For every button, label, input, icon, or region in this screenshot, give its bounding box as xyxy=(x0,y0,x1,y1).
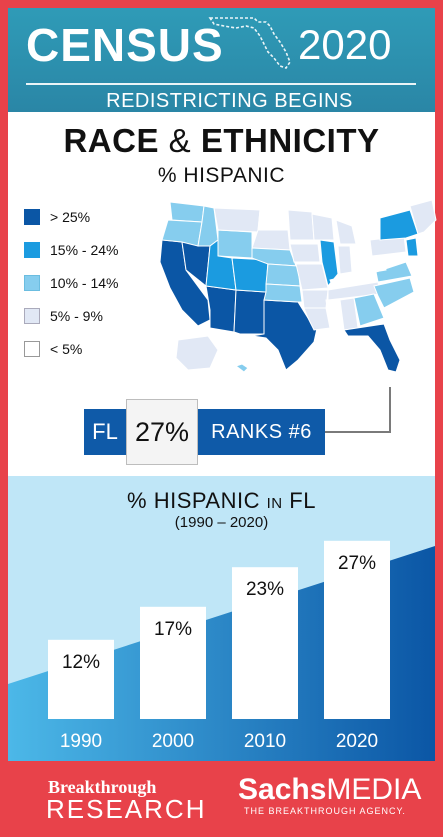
map-region-texas xyxy=(251,299,319,371)
header-subtitle: REDISTRICTING BEGINS xyxy=(106,90,353,112)
chart-title-main: % HISPANIC xyxy=(127,488,260,513)
x-tick-label: 2000 xyxy=(152,731,194,752)
hispanic-fl-chart: 12% 1990 17% 2000 23% 2010 27% 2020 % HISPANIC … xyxy=(8,476,435,761)
census-title: CENSUS xyxy=(26,19,224,71)
sachs-media-logo: SachsMEDIA xyxy=(238,773,421,807)
map-region-virginia xyxy=(375,261,413,283)
map-region-indiana xyxy=(337,245,353,275)
bar-2000 xyxy=(140,606,206,719)
bar-value-label: 17% xyxy=(154,619,192,640)
breakthrough-logo-top: Breakthrough xyxy=(48,777,157,797)
map-region-south-dakota xyxy=(251,229,291,251)
map-region-georgia xyxy=(353,293,385,327)
map-region-missouri xyxy=(295,263,329,291)
map-region-new-england xyxy=(409,200,437,235)
sachs-media-tagline: THE BREAKTHROUGH AGENCY. xyxy=(244,806,406,816)
bar-2020 xyxy=(324,540,390,719)
census-year: 2020 xyxy=(298,21,392,68)
bar-value-label: 23% xyxy=(246,579,284,600)
map-region-kentucky xyxy=(329,269,377,291)
footer-bar: Breakthrough RESEARCH SachsMEDIA THE BRE… xyxy=(0,761,443,837)
race-ethnicity-panel: RACE & ETHNICITY % HISPANIC > 25% 15% - … xyxy=(8,112,437,476)
chart-canvas: 12% 1990 17% 2000 23% 2010 27% 2020 xyxy=(8,540,435,761)
legend-label: 15% - 24% xyxy=(50,242,119,258)
legend-label: > 25% xyxy=(50,209,91,225)
x-tick-label: 2010 xyxy=(244,731,286,752)
map-region-new-york xyxy=(379,209,419,241)
map-title: % HISPANIC xyxy=(157,164,286,187)
map-region-oklahoma xyxy=(263,283,303,303)
chart-title-in: IN xyxy=(266,495,283,512)
legend-label: 10% - 14% xyxy=(50,275,119,291)
map-region-alaska xyxy=(175,335,219,371)
bar-2010 xyxy=(232,567,298,719)
bar-1990 xyxy=(48,639,114,719)
map-region-north-dakota xyxy=(257,209,289,231)
map-region-kansas xyxy=(265,263,301,287)
breakthrough-logo-bottom: RESEARCH xyxy=(46,794,207,824)
callout-state: FL xyxy=(84,409,126,455)
map-region-hawaii xyxy=(234,363,249,373)
map-region-colorado xyxy=(231,257,269,293)
map-region-washington xyxy=(169,201,205,223)
map-region-minnesota xyxy=(287,209,315,241)
map-region-arkansas xyxy=(301,289,329,309)
legend-swatch xyxy=(24,308,40,324)
x-tick-label: 2020 xyxy=(336,731,378,752)
map-region-west-virginia xyxy=(369,255,387,273)
map-region-oregon xyxy=(161,219,203,247)
legend-label: 5% - 9% xyxy=(50,308,103,324)
header-banner: CENSUS 2020 REDISTRICTING BEGINS xyxy=(8,8,435,112)
map-region-mississippi xyxy=(325,299,343,329)
sachs-media-light: MEDIA xyxy=(326,773,422,806)
map-region-wisconsin xyxy=(311,213,335,241)
map-region-iowa xyxy=(289,243,321,263)
legend-swatch xyxy=(24,341,40,357)
map-region-new-mexico xyxy=(233,289,267,335)
map-region-carolinas xyxy=(373,277,415,309)
section-title: RACE & ETHNICITY xyxy=(8,122,435,160)
bar-value-label: 12% xyxy=(62,652,100,673)
legend-label: < 5% xyxy=(50,341,83,357)
legend-swatch xyxy=(24,275,40,291)
map-region-new-jersey xyxy=(405,237,419,257)
map-region-ohio xyxy=(351,243,371,271)
map-region-michigan xyxy=(335,219,357,245)
section-title-ethnicity: ETHNICITY xyxy=(200,122,380,159)
callout-connector xyxy=(389,387,391,433)
legend-swatch xyxy=(24,209,40,225)
callout-percent: 27% xyxy=(126,399,198,465)
callout-connector xyxy=(325,431,391,433)
bar-value-label: 27% xyxy=(338,553,376,574)
x-tick-label: 1990 xyxy=(60,731,102,752)
callout-rank: RANKS #6 xyxy=(198,409,325,455)
map-region-louisiana xyxy=(303,307,331,331)
map-region-arizona xyxy=(205,285,237,333)
header-divider xyxy=(26,83,416,85)
sachs-media-bold: Sachs xyxy=(238,773,327,806)
legend-swatch xyxy=(24,242,40,258)
chart-subtitle: (1990 – 2020) xyxy=(174,514,269,531)
florida-callout: FL 27% RANKS #6 xyxy=(84,387,404,465)
section-title-amp: & xyxy=(168,122,192,159)
us-hispanic-map xyxy=(159,200,437,373)
map-region-wyoming xyxy=(217,229,253,259)
map-region-florida xyxy=(343,323,401,373)
map-region-montana xyxy=(213,207,261,233)
section-title-race: RACE xyxy=(63,122,159,159)
chart-title-state: FL xyxy=(289,488,316,513)
chart-title: % HISPANIC IN FL xyxy=(8,488,435,514)
